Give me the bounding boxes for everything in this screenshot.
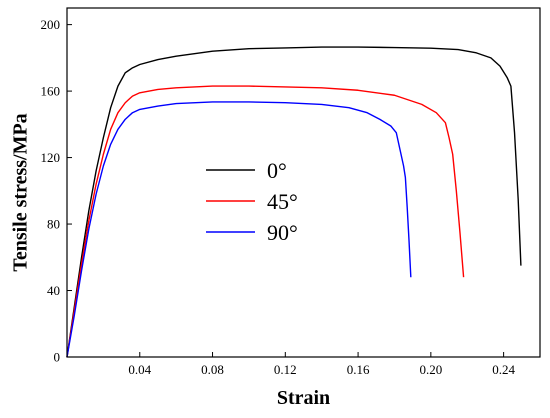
y-tick-label: 160 xyxy=(41,84,61,99)
series-line-0 xyxy=(66,46,522,358)
x-axis-title: Strain xyxy=(277,387,330,409)
series-line-2 xyxy=(66,101,412,358)
y-tick-label: 80 xyxy=(47,217,60,232)
x-tick-label: 0.24 xyxy=(492,362,515,377)
legend: 0° 45° 90° xyxy=(206,158,298,245)
y-tick-label: 200 xyxy=(41,17,61,32)
y-tick-label: 40 xyxy=(47,283,60,298)
y-tick-label: 120 xyxy=(41,150,61,165)
legend-label: 45° xyxy=(267,189,298,214)
y-axis-title: Tensile stress/MPa xyxy=(10,113,32,271)
x-tick-label: 0.08 xyxy=(201,362,224,377)
ticks-layer: 0.04 0.08 0.12 0.16 0.20 0.24 0 40 80 120 160 200 xyxy=(41,17,516,377)
plot-frame xyxy=(66,7,541,358)
x-tick-label: 0.20 xyxy=(419,362,442,377)
x-tick-label: 0.12 xyxy=(274,362,297,377)
legend-label: 90° xyxy=(267,220,298,245)
series-line-1 xyxy=(66,85,465,358)
x-tick-label: 0.04 xyxy=(128,362,151,377)
x-tick-label: 0.16 xyxy=(347,362,370,377)
legend-label: 0° xyxy=(267,158,287,183)
series-layer xyxy=(66,46,522,358)
y-tick-label: 0 xyxy=(54,350,61,365)
